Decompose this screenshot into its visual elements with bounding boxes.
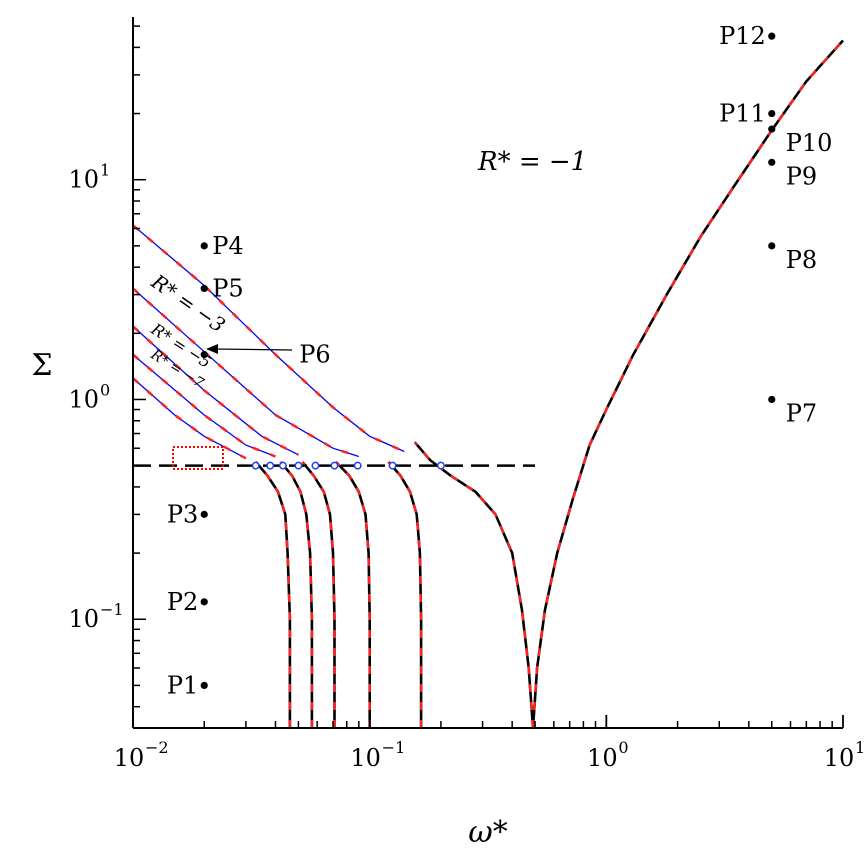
- series-3-dash: [132, 287, 360, 458]
- point-label-p8: P8: [786, 246, 817, 274]
- point-p9: [768, 158, 776, 166]
- marker-1: [266, 461, 275, 470]
- marker-3: [294, 461, 303, 470]
- point-label-p7: P7: [786, 399, 817, 427]
- point-p10: [768, 125, 776, 133]
- y-tick-label-1: 10: [68, 385, 99, 413]
- point-p12: [768, 32, 776, 40]
- x-tick-label-3: 10: [824, 744, 855, 772]
- point-label-p11: P11: [719, 100, 766, 128]
- point-p5: [200, 284, 208, 293]
- marker-0: [251, 461, 260, 470]
- series-10-dash: [279, 461, 314, 728]
- point-p2: [200, 598, 208, 606]
- x-tick-exp-2: 0: [618, 738, 628, 757]
- point-p4: [200, 242, 208, 250]
- y-tick-label-0: 10: [68, 605, 99, 633]
- point-label-p3: P3: [167, 500, 198, 528]
- y-axis-title: Σ: [31, 348, 52, 383]
- point-p1: [200, 681, 208, 690]
- series-4-line: [132, 325, 299, 456]
- x-axis-title: ω*: [468, 815, 507, 850]
- point-p11: [768, 109, 776, 118]
- series-1-dash: [413, 441, 535, 729]
- x-tick-exp-1: −1: [382, 738, 406, 757]
- series-2-dash: [132, 224, 405, 453]
- series-3-line: [132, 288, 359, 458]
- marker-7: [388, 461, 397, 470]
- series-6-dash: [132, 377, 247, 460]
- point-label-p2: P2: [167, 588, 198, 616]
- series-9-dash: [301, 461, 336, 728]
- series-5-dash: [132, 353, 276, 458]
- zoom-box: [172, 446, 224, 470]
- x-tick-exp-0: −2: [145, 738, 169, 757]
- series-layer: [132, 39, 844, 729]
- series-7-dash: [387, 461, 423, 728]
- marker-8: [436, 461, 445, 470]
- point-label-p9: P9: [786, 162, 817, 190]
- point-p3: [200, 510, 208, 518]
- marker-5: [330, 461, 339, 470]
- point-label-p5: P5: [212, 274, 243, 302]
- series-8-line: [334, 460, 372, 728]
- series-1-line: [413, 441, 535, 729]
- series-11-dash: [254, 461, 292, 728]
- x-tick-label-1: 10: [350, 744, 381, 772]
- p6-arrow-head: [206, 344, 218, 354]
- point-label-p6: P6: [299, 341, 330, 369]
- y-tick-exp-1: 0: [100, 380, 110, 399]
- marker-layer: [251, 461, 445, 470]
- point-label-p10: P10: [786, 129, 833, 157]
- marker-6: [353, 461, 362, 470]
- series-0-dash: [531, 39, 844, 729]
- point-label-p1: P1: [167, 671, 198, 699]
- axes: 10 −2 10 −1 10 0 10 110 −110 010 1: [68, 17, 865, 772]
- series-10-line: [279, 461, 314, 728]
- x-tick-exp-3: 1: [855, 738, 865, 757]
- series-8-dash: [335, 461, 371, 728]
- labelled-points: P1 P2 P3 P4 P5 P6 P7 P8 P9 P10 P11 P12: [167, 22, 833, 699]
- series-7-line: [387, 461, 423, 728]
- marker-2: [278, 461, 287, 470]
- point-label-p4: P4: [212, 232, 243, 260]
- marker-4: [311, 461, 320, 470]
- y-tick-label-2: 10: [68, 166, 99, 194]
- p6-arrow-line: [211, 348, 293, 351]
- x-tick-label-2: 10: [587, 744, 618, 772]
- point-p6: [200, 351, 208, 359]
- point-label-p12: P12: [719, 22, 766, 50]
- series-9-line: [301, 461, 336, 728]
- series-11-line: [254, 461, 292, 728]
- point-p7: [768, 395, 776, 404]
- y-tick-exp-0: −1: [100, 600, 124, 619]
- x-tick-label-0: 10: [114, 744, 145, 772]
- y-tick-exp-2: 1: [100, 161, 110, 180]
- r-main-annotation: R* = −1: [477, 147, 587, 177]
- point-p8: [768, 242, 776, 250]
